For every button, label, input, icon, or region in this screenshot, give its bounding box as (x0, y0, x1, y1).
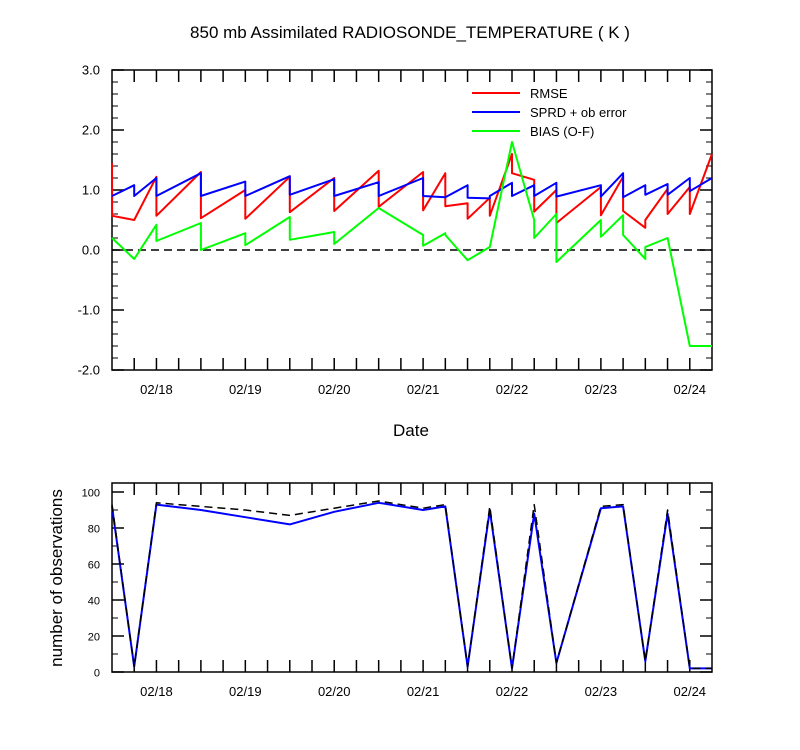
top-x-tick-label: 02/22 (496, 382, 529, 397)
series-line-sprd-ob-error (111, 172, 713, 200)
bottom-x-tick-label: 02/19 (229, 684, 262, 699)
bottom-plot-frame (111, 482, 713, 673)
top-y-tick-label: 3.0 (82, 63, 100, 78)
top-x-tick-label: 02/24 (674, 382, 707, 397)
bottom-x-tick-label: 02/20 (318, 684, 351, 699)
top-chart-legend: RMSE SPRD + ob error BIAS (O-F) (472, 86, 627, 139)
x-axis-title: Date (393, 421, 429, 440)
bottom-chart-series (111, 500, 712, 670)
top-chart-series (111, 141, 713, 347)
bottom-x-tick-label: 02/23 (585, 684, 618, 699)
bottom-y-tick-label: 0 (94, 668, 100, 680)
top-y-tick-label: -2.0 (78, 363, 100, 378)
bottom-y-tick-label: 60 (88, 560, 100, 572)
top-y-tick-label: 0.0 (82, 243, 100, 258)
legend-label: BIAS (O-F) (530, 124, 594, 139)
bottom-x-tick-label: 02/22 (496, 684, 529, 699)
bottom-y-tick-label: 100 (82, 488, 100, 500)
bottom-x-tick-label: 02/18 (140, 684, 173, 699)
series-line-possible (111, 500, 712, 670)
top-y-tick-label: 1.0 (82, 183, 100, 198)
series-line-bias-o-f (111, 141, 712, 347)
top-x-tick-label: 02/18 (140, 382, 173, 397)
top-x-tick-label: 02/19 (229, 382, 262, 397)
bottom-x-tick-label: 02/21 (407, 684, 440, 699)
bottom-y-tick-label: 80 (88, 524, 100, 536)
top-chart-axes: 02/18 02/19 02/20 02/21 02/22 02/23 02/24 -2.0 -… (78, 63, 713, 397)
chart-title: 850 mb Assimilated RADIOSONDE_TEMPERATUR… (190, 23, 630, 42)
legend-label: SPRD + ob error (530, 105, 627, 120)
top-y-tick-label: 2.0 (82, 123, 100, 138)
legend-label: RMSE (530, 86, 568, 101)
top-x-tick-label: 02/21 (407, 382, 440, 397)
bottom-x-tick-label: 02/24 (674, 684, 707, 699)
y-axis-title-observations: number of observations (47, 489, 66, 667)
bottom-chart-axes: 02/18 02/19 02/20 02/21 02/22 02/23 02/24 0 20 40… (82, 482, 713, 699)
bottom-y-tick-label: 20 (88, 632, 100, 644)
top-x-tick-label: 02/23 (585, 382, 618, 397)
top-y-tick-label: -1.0 (78, 303, 100, 318)
series-line-rmse (111, 153, 713, 229)
top-plot-frame (111, 69, 713, 371)
bottom-y-tick-label: 40 (88, 596, 100, 608)
top-x-tick-label: 02/20 (318, 382, 351, 397)
series-line-used (111, 501, 712, 670)
